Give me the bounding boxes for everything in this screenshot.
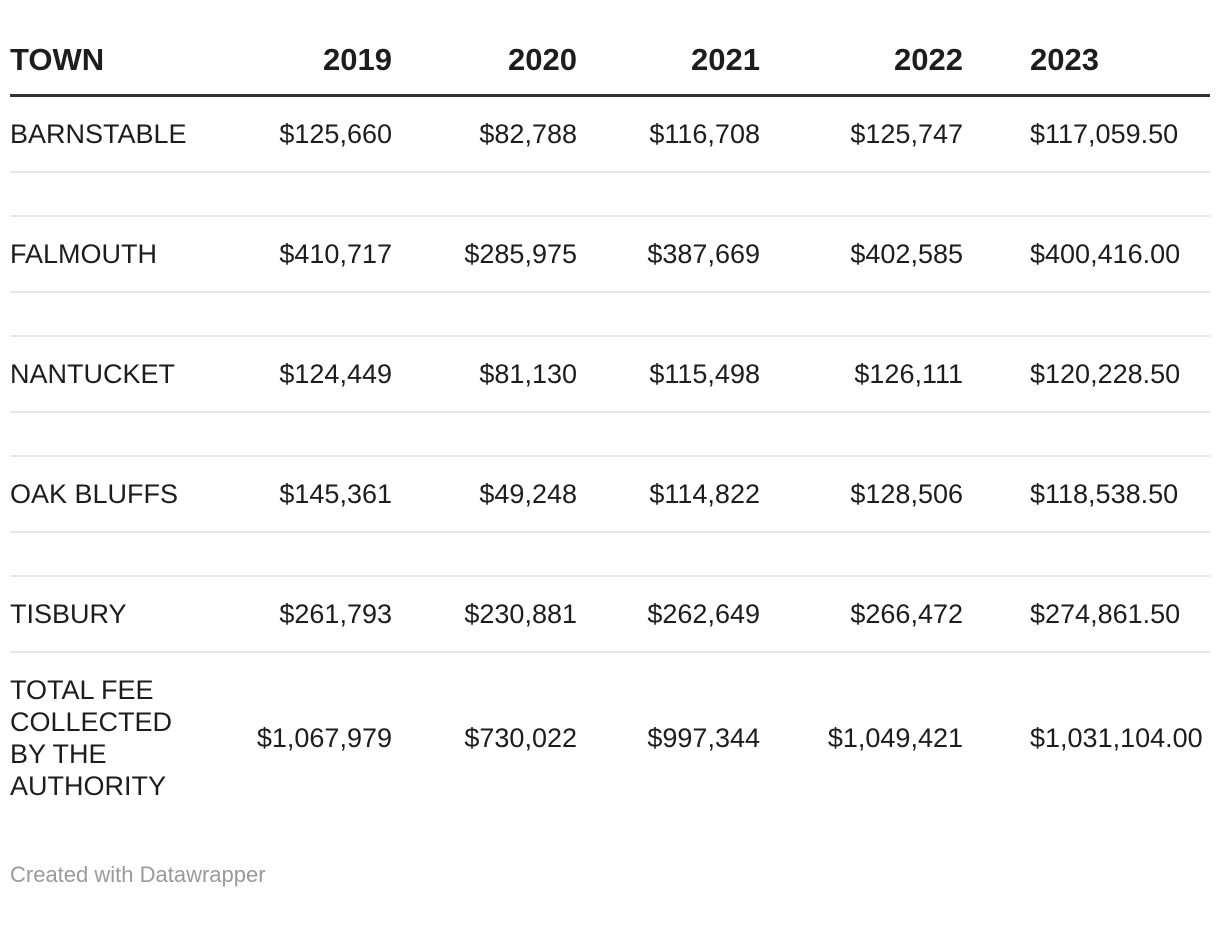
- town-cell: [10, 292, 215, 336]
- table-row: BARNSTABLE $125,660 $82,788 $116,708 $125,74…: [10, 96, 1210, 173]
- value-cell: [577, 532, 760, 576]
- column-header-y2020: 2020: [392, 42, 577, 97]
- value-cell: [760, 172, 963, 216]
- value-cell: $274,861.50: [1030, 599, 1181, 629]
- value-cell: [392, 172, 577, 216]
- column-header-town: TOWN: [10, 42, 215, 97]
- town-cell: [10, 532, 215, 576]
- value-cell: $997,344: [647, 723, 760, 753]
- value-cell: $116,708: [649, 119, 760, 149]
- value-cell: $114,822: [649, 479, 760, 509]
- table-body: BARNSTABLE $125,660 $82,788 $116,708 $125,74…: [10, 96, 1210, 824]
- value-cell: [963, 412, 1210, 456]
- table-row: TISBURY $261,793 $230,881 $262,649 $266,472 $…: [10, 576, 1210, 652]
- value-cell: $1,049,421: [827, 723, 963, 753]
- table-row: TOTAL FEE COLLECTED BY THE AUTHORITY $1,0…: [10, 652, 1210, 823]
- value-cell: $266,472: [850, 599, 963, 629]
- column-header-y2021: 2021: [577, 42, 760, 97]
- table-row: OAK BLUFFS $145,361 $49,248 $114,822 $128,50…: [10, 456, 1210, 532]
- table-row: FALMOUTH $410,717 $285,975 $387,669 $402,585…: [10, 216, 1210, 292]
- value-cell: $125,747: [850, 119, 963, 149]
- value-cell: [963, 532, 1210, 576]
- fee-table: TOWN 2019 2020 2021 2022 2023 BARNSTABLE $125,…: [10, 42, 1210, 823]
- value-cell: $730,022: [464, 723, 577, 753]
- value-cell: [392, 532, 577, 576]
- value-cell: $115,498: [649, 359, 760, 389]
- value-cell: [215, 292, 392, 336]
- value-cell: [215, 532, 392, 576]
- value-cell: $387,669: [647, 239, 760, 269]
- value-cell: [577, 292, 760, 336]
- value-cell: $1,067,979: [256, 723, 392, 753]
- value-cell: $124,449: [279, 359, 392, 389]
- value-cell: [392, 412, 577, 456]
- value-cell: [963, 292, 1210, 336]
- value-cell: $230,881: [464, 599, 577, 629]
- datawrapper-table-chart: TOWN 2019 2020 2021 2022 2023 BARNSTABLE $125,…: [0, 42, 1220, 889]
- town-cell: TOTAL FEE COLLECTED BY THE AUTHORITY: [10, 675, 173, 801]
- spacer-row: [10, 172, 1210, 216]
- value-cell: [760, 532, 963, 576]
- value-cell: $82,788: [479, 119, 577, 149]
- value-cell: $1,031,104.00: [1030, 723, 1203, 753]
- value-cell: $145,361: [279, 479, 392, 509]
- value-cell: [392, 292, 577, 336]
- value-cell: [577, 172, 760, 216]
- value-cell: $81,130: [479, 359, 577, 389]
- town-cell: [10, 412, 215, 456]
- value-cell: $125,660: [279, 119, 392, 149]
- value-cell: [963, 172, 1210, 216]
- value-cell: [215, 172, 392, 216]
- column-header-y2022: 2022: [760, 42, 963, 97]
- value-cell: $285,975: [464, 239, 577, 269]
- value-cell: $118,538.50: [1030, 479, 1179, 509]
- column-header-y2019: 2019: [215, 42, 392, 97]
- value-cell: [760, 292, 963, 336]
- value-cell: $400,416.00: [1030, 239, 1181, 269]
- spacer-row: [10, 532, 1210, 576]
- column-header-y2023: 2023: [963, 42, 1210, 97]
- datawrapper-credit-link[interactable]: Created with Datawrapper: [10, 862, 266, 887]
- town-cell: NANTUCKET: [10, 359, 176, 389]
- value-cell: $49,248: [479, 479, 577, 509]
- town-cell: BARNSTABLE: [10, 119, 187, 149]
- value-cell: $262,649: [647, 599, 760, 629]
- value-cell: $126,111: [854, 359, 963, 389]
- table-row: NANTUCKET $124,449 $81,130 $115,498 $126,111…: [10, 336, 1210, 412]
- value-cell: [760, 412, 963, 456]
- town-cell: [10, 172, 215, 216]
- town-cell: TISBURY: [10, 599, 127, 629]
- value-cell: $128,506: [850, 479, 963, 509]
- town-cell: FALMOUTH: [10, 239, 158, 269]
- value-cell: $261,793: [279, 599, 392, 629]
- spacer-row: [10, 292, 1210, 336]
- spacer-row: [10, 412, 1210, 456]
- town-cell: OAK BLUFFS: [10, 479, 179, 509]
- value-cell: $402,585: [850, 239, 963, 269]
- value-cell: [577, 412, 760, 456]
- header-row: TOWN 2019 2020 2021 2022 2023: [10, 42, 1210, 97]
- value-cell: $410,717: [279, 239, 392, 269]
- value-cell: $117,059.50: [1030, 119, 1179, 149]
- value-cell: $120,228.50: [1030, 359, 1181, 389]
- value-cell: [215, 412, 392, 456]
